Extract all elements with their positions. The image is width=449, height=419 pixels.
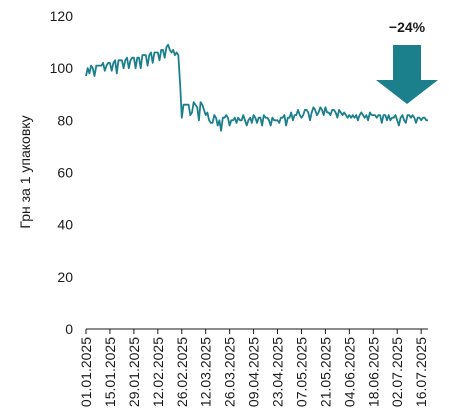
- y-tick-label: 120: [50, 8, 74, 24]
- x-tick-label: 29.01.2025: [126, 337, 142, 407]
- x-axis-ticks: 01.01.2025 15.01.2025 29.01.2025 12.02.2025…: [78, 329, 429, 407]
- x-tick-label: 26.02.2025: [174, 337, 190, 407]
- x-tick-label: 12.03.2025: [198, 337, 214, 407]
- y-tick-label: 80: [57, 112, 73, 128]
- x-tick-label: 04.06.2025: [341, 337, 357, 407]
- y-tick-label: 40: [57, 217, 73, 233]
- y-tick-label: 20: [57, 269, 73, 285]
- x-tick-label: 02.07.2025: [389, 337, 405, 407]
- decline-callout: −24%: [376, 19, 438, 104]
- y-tick-label: 60: [57, 165, 73, 181]
- y-axis-label: Грн за 1 упаковку: [17, 115, 33, 228]
- down-arrow-icon: [376, 45, 438, 104]
- x-tick-label: 12.02.2025: [150, 337, 166, 407]
- x-tick-label: 18.06.2025: [365, 337, 381, 407]
- x-tick-label: 21.05.2025: [317, 337, 333, 407]
- x-tick-label: 16.07.2025: [413, 337, 429, 407]
- x-tick-label: 09.04.2025: [246, 337, 262, 407]
- x-tick-label: 23.04.2025: [270, 337, 286, 407]
- y-tick-label: 100: [50, 60, 74, 76]
- x-tick-label: 01.01.2025: [78, 337, 94, 407]
- x-tick-label: 15.01.2025: [102, 337, 118, 407]
- x-tick-label: 26.03.2025: [222, 337, 238, 407]
- series-line: [85, 43, 428, 132]
- x-tick-label: 07.05.2025: [293, 337, 309, 407]
- decline-percent-label: −24%: [389, 19, 426, 35]
- y-axis-ticks: 0 20 40 60 80 100 120: [50, 8, 74, 337]
- y-tick-label: 0: [65, 321, 73, 337]
